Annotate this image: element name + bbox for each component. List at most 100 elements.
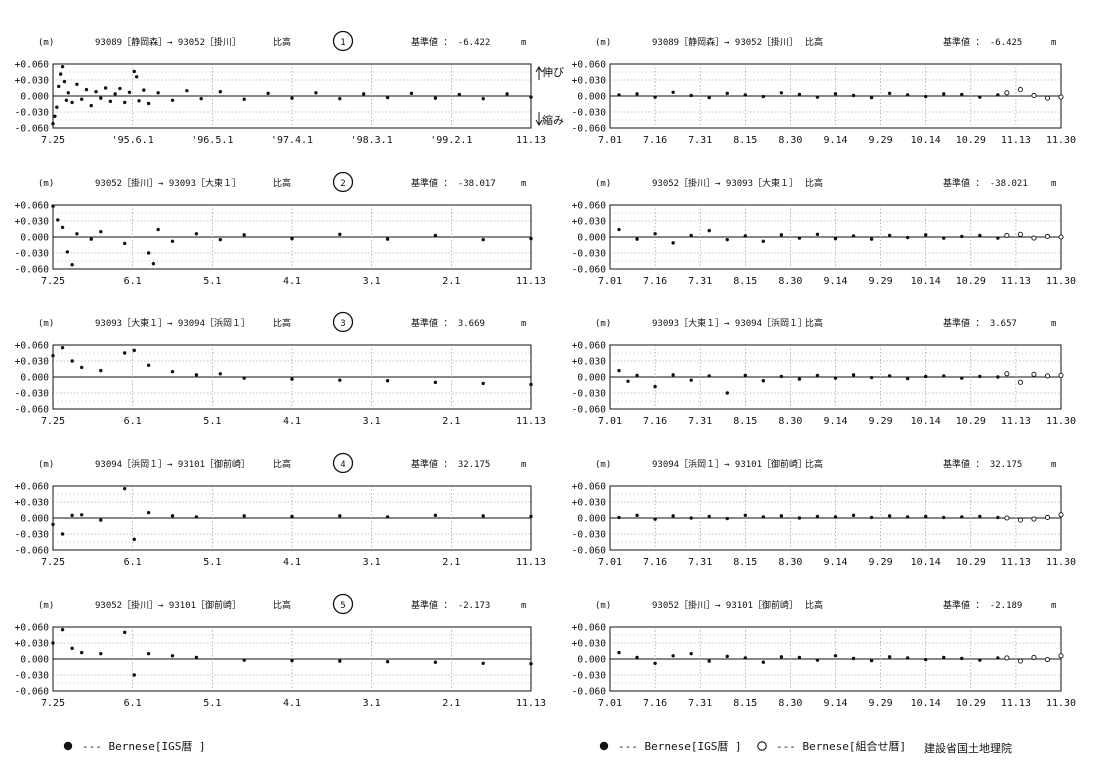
data-point	[529, 662, 533, 666]
data-point	[626, 379, 630, 383]
y-tick-label: +0.060	[15, 341, 50, 352]
data-point	[84, 87, 89, 92]
x-tick-label: 11.30	[1046, 276, 1076, 287]
data-point	[761, 94, 766, 99]
data-point	[170, 369, 175, 374]
x-tick-label: 4.1	[283, 276, 301, 287]
data-point	[118, 86, 122, 91]
data-point	[671, 654, 675, 658]
data-point	[924, 514, 928, 519]
data-point	[671, 241, 675, 245]
data-point	[978, 374, 982, 379]
x-tick-label: 11.13	[516, 557, 546, 568]
reference-value: 基準値 ： -38.017	[411, 177, 496, 189]
data-point	[635, 513, 639, 518]
y-tick-label: -0.030	[572, 108, 607, 119]
unit-label: (m)	[38, 38, 54, 48]
data-point	[815, 373, 820, 378]
height-label: 比高	[273, 599, 291, 611]
legend-marker-open	[757, 741, 767, 751]
data-point	[132, 69, 136, 74]
data-point	[797, 236, 802, 240]
x-tick-label: 7.16	[643, 557, 667, 568]
right-chart-2: (m) 93052［掛川］→ 93093［大東１］ 比高 基準値 ： -38.021 m…	[572, 177, 1076, 287]
data-point-open	[1017, 87, 1023, 93]
data-point	[761, 379, 766, 383]
unit-label: (m)	[38, 601, 54, 611]
y-tick-label: +0.030	[15, 357, 50, 368]
y-tick-label: +0.060	[572, 60, 607, 71]
data-point	[942, 92, 946, 96]
data-point	[51, 641, 55, 645]
x-tick-label: 7.01	[598, 698, 622, 709]
x-tick-label: 11.13	[516, 276, 546, 287]
x-tick-label: 2.1	[442, 557, 460, 568]
reference-unit: m	[1051, 179, 1056, 189]
data-point	[653, 232, 657, 236]
data-point	[481, 96, 485, 101]
reference-unit: m	[521, 179, 526, 189]
x-tick-label: 2.1	[442, 276, 460, 287]
data-point	[942, 374, 946, 378]
reference-value: 基準値 ： 32.175	[943, 458, 1022, 470]
data-point	[433, 96, 438, 100]
data-point	[797, 92, 802, 97]
data-point	[185, 88, 189, 93]
baseline-label: 93094［浜岡１］→ 93101［御前崎］	[95, 458, 250, 470]
data-point-open	[1004, 90, 1010, 96]
data-point-open	[1017, 231, 1023, 237]
x-tick-label: 8.30	[778, 135, 802, 146]
y-tick-label: +0.030	[572, 639, 607, 650]
unit-label: (m)	[595, 38, 611, 48]
unit-label: (m)	[595, 319, 611, 329]
y-tick-label: +0.060	[572, 341, 607, 352]
data-point	[529, 382, 533, 387]
data-point	[833, 92, 838, 96]
y-tick-label: -0.030	[572, 389, 607, 400]
height-label: 比高	[273, 177, 291, 189]
x-tick-label: 11.13	[516, 135, 546, 146]
x-tick-label: 11.30	[1046, 557, 1076, 568]
baseline-label: 93089［静岡森］→ 93052［掛川］	[652, 36, 798, 48]
data-point	[481, 237, 485, 242]
data-point	[671, 90, 675, 94]
data-point	[62, 79, 67, 84]
x-tick-label: 10.14	[911, 557, 941, 568]
chart-number-circle	[332, 452, 354, 474]
height-label: 比高	[805, 458, 823, 470]
data-point	[887, 374, 892, 378]
x-tick-label: 4.1	[283, 416, 301, 427]
data-point	[942, 236, 946, 240]
data-point	[833, 376, 838, 380]
stretch-label: 伸び	[542, 66, 564, 79]
data-point	[617, 650, 621, 655]
data-point	[53, 114, 57, 118]
reference-value: 基準値 ： 32.175	[411, 458, 490, 470]
data-point	[57, 84, 61, 89]
left-chart-1: (m) 93089［静岡森］→ 93052［掛川］ 比高 1 基準値 ： -6.422 m…	[15, 30, 564, 146]
chart-number-circle	[332, 311, 354, 333]
data-point	[635, 655, 639, 660]
data-point	[132, 537, 136, 542]
baseline-label: 93052［掛川］→ 93101［御前崎］	[95, 599, 241, 611]
x-tick-label: 7.01	[598, 135, 622, 146]
x-tick-label: 11.13	[1001, 276, 1031, 287]
x-tick-label: '96.5.1	[191, 135, 233, 146]
reference-unit: m	[1051, 460, 1056, 470]
data-point	[457, 92, 461, 97]
data-point	[653, 95, 657, 99]
x-tick-label: 10.14	[911, 698, 941, 709]
data-point	[362, 92, 366, 96]
shrink-label: 縮み	[542, 113, 564, 127]
legend-left-label: --- Bernese[IGS暦 ]	[82, 740, 206, 753]
right-chart-3: (m) 93093［大東１］→ 93094［浜岡１］比高 基準値 ： 3.657 m +…	[572, 317, 1076, 427]
data-point	[123, 486, 127, 491]
data-point	[290, 658, 294, 663]
data-point	[960, 234, 964, 239]
data-point-open	[1004, 232, 1010, 238]
data-point	[99, 229, 103, 234]
data-point	[385, 237, 390, 241]
chart-number-circle	[332, 593, 354, 615]
data-point	[194, 232, 199, 236]
y-tick-label: -0.030	[15, 671, 50, 682]
